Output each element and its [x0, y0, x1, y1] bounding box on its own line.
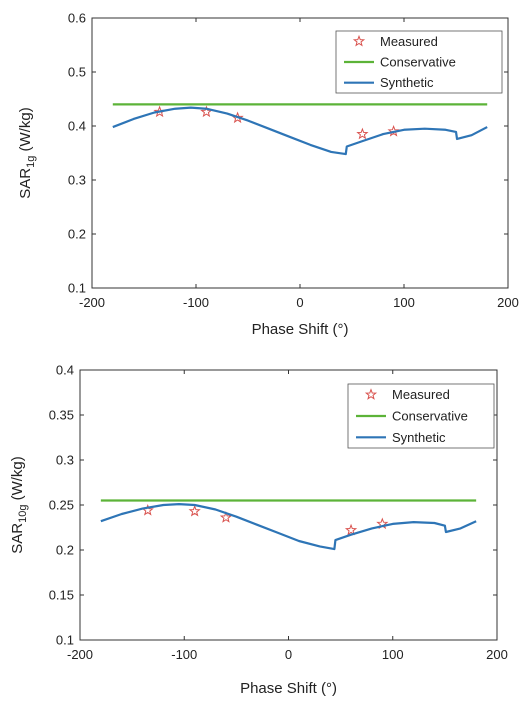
y-tick-label: 0.4: [56, 363, 74, 378]
x-tick-label: -100: [183, 295, 209, 310]
x-axis-label: Phase Shift (°): [252, 321, 349, 338]
x-tick-label: -200: [67, 647, 93, 662]
x-tick-label: -100: [171, 647, 197, 662]
legend-label-synthetic: Synthetic: [380, 75, 434, 90]
y-tick-label: 0.5: [68, 65, 86, 80]
series-synthetic-line: [100, 503, 477, 551]
y-axis-label-main: SAR: [9, 523, 26, 554]
y-tick-label: 0.4: [68, 119, 86, 134]
legend-swatch-measured: [364, 388, 378, 400]
y-axis-label-main: SAR: [17, 168, 34, 199]
legend: Measured Conservative Synthetic: [347, 383, 495, 449]
legend-label-synthetic: Synthetic: [392, 430, 446, 445]
y-axis-label: SAR10g (W/kg): [9, 456, 29, 554]
chart-panel-2: -200 -100 0 100 200 0.1 0.15 0.2 0.25 0.3 0.35 0.4 P…: [9, 363, 508, 698]
y-tick-label: 0.3: [68, 173, 86, 188]
series-measured-point: [356, 127, 369, 140]
series-measured-point: [387, 124, 400, 137]
y-tick-label: 0.6: [68, 11, 86, 26]
y-axis-label-subscript: 10g: [17, 505, 29, 523]
series-measured-point: [219, 511, 233, 523]
y-axis-label-subscript: 1g: [25, 156, 37, 168]
y-tick-label: 0.35: [49, 408, 74, 423]
series-measured-point: [188, 504, 201, 517]
legend-label-conservative: Conservative: [392, 409, 468, 424]
y-axis-label: SAR1g (W/kg): [17, 107, 37, 198]
y-tick-label: 0.2: [56, 543, 74, 558]
x-axis-label: Phase Shift (°): [240, 680, 337, 697]
legend-swatch-measured: [352, 34, 366, 47]
x-tick-label: 100: [382, 647, 404, 662]
legend: Measured Conservative Synthetic: [335, 30, 503, 94]
y-tick-label: 0.2: [68, 227, 86, 242]
y-axis-label-unit: (W/kg): [17, 107, 34, 155]
chart-panel-1: -200 -100 0 100 200 0.1 0.2 0.3 0.4 0.5 0.6 Phase S…: [17, 11, 519, 339]
x-tick-label: 200: [486, 647, 508, 662]
series-measured-point: [344, 523, 358, 536]
x-tick-label: 100: [393, 295, 415, 310]
y-tick-label: 0.1: [56, 633, 74, 648]
x-tick-label: 0: [285, 647, 292, 662]
y-tick-label: 0.25: [49, 498, 74, 513]
legend-label-conservative: Conservative: [380, 55, 456, 70]
series-synthetic-line: [112, 106, 488, 156]
x-tick-label: 0: [296, 295, 303, 310]
x-tick-label: -200: [79, 295, 105, 310]
y-axis-label-unit: (W/kg): [9, 456, 26, 504]
legend-label-measured: Measured: [380, 34, 438, 49]
x-tick-label: 200: [497, 295, 519, 310]
y-tick-label: 0.3: [56, 453, 74, 468]
y-tick-label: 0.1: [68, 281, 86, 296]
legend-label-measured: Measured: [392, 387, 450, 402]
y-tick-label: 0.15: [49, 588, 74, 603]
